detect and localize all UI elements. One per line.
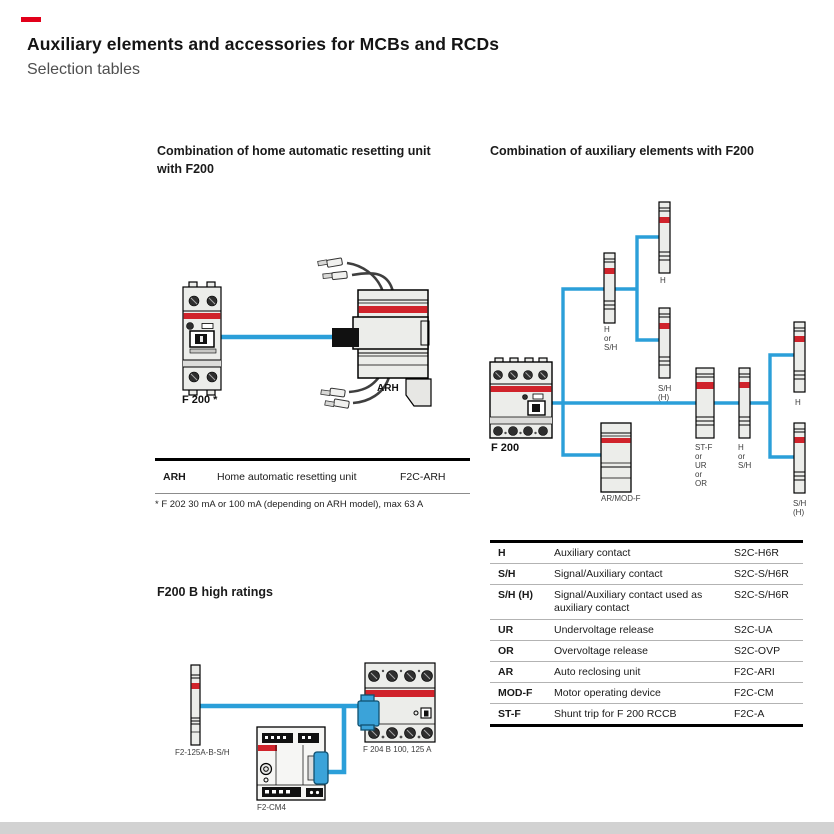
device-label: S/H (793, 499, 807, 508)
table-cell-description: Overvoltage release (554, 644, 648, 657)
table-cell-order-code: S2C-UA (734, 623, 773, 636)
arh-device-label: ARH (377, 383, 399, 394)
arh-plug-connector (332, 328, 359, 347)
table-row: ARH Home automatic resetting unit F2C-AR… (155, 461, 470, 495)
device-label: (H) (658, 393, 669, 402)
table-cell-order-code: F2C-A (734, 708, 765, 720)
f200-tree-label: F 200 (491, 442, 519, 454)
device-label: or (695, 452, 702, 461)
table-cell-code: ST-F (498, 708, 521, 720)
aux-device-h-right (793, 321, 806, 393)
aux-device-h-or-sh-upper (603, 252, 616, 324)
table-row: OR Overvoltage release S2C-OVP (490, 641, 803, 662)
f200-2pole-device (182, 281, 222, 396)
f2-125a-device-label: F2-125A-B-S/H (175, 748, 230, 757)
table-cell-code: ARH (163, 471, 186, 483)
aux-selection-table: H Auxiliary contact S2C-H6R S/H Signal/A… (490, 540, 803, 728)
device-label: H (795, 398, 801, 407)
aux-device-sh-h-right (793, 422, 806, 494)
table-cell-code: OR (498, 644, 514, 657)
device-label: or (604, 334, 611, 343)
section-heading-arh: Combination of home automatic resetting … (157, 144, 431, 177)
table-row: MOD-F Motor operating device F2C-CM (490, 683, 803, 704)
table-cell-description: Home automatic resetting unit (217, 471, 357, 483)
f2-cm4-device-label: F2-CM4 (257, 803, 286, 812)
page-title: Auxiliary elements and accessories for M… (27, 34, 500, 54)
device-label: or (695, 470, 702, 479)
table-row: AR Auto reclosing unit F2C-ARI (490, 662, 803, 683)
f204-device-label: F 204 B 100, 125 A (363, 745, 432, 754)
diagram-high-ratings: F2-125A-B-S/H F2-CM4 (175, 662, 436, 812)
table-cell-order-code: F2C-CM (734, 686, 774, 699)
aux-device-h-or-sh-lower (738, 367, 751, 439)
f2-125a-device (190, 664, 201, 746)
f204-blue-connector (357, 700, 380, 727)
device-label: UR (695, 461, 707, 470)
f204-device (357, 662, 436, 743)
page-subtitle: Selection tables (27, 61, 140, 78)
device-label: H (738, 443, 744, 452)
table-cell-description: Auto reclosing unit (554, 665, 641, 678)
table-row: H Auxiliary contact S2C-H6R (490, 543, 803, 565)
table-cell-order-code: S2C-OVP (734, 644, 781, 657)
table-cell-description: Motor operating device (554, 686, 661, 699)
table-cell-order-code: S2C-S/H6R (734, 568, 789, 581)
table-cell-code: MOD-F (498, 686, 533, 699)
table-cell-description: Signal/Auxiliary contact (554, 568, 663, 581)
footnote: * F 202 30 mA or 100 mA (depending on AR… (155, 499, 424, 510)
accent-dash (21, 17, 41, 22)
f2-cm4-device (256, 726, 329, 801)
table-cell-order-code: S2C-S/H6R (734, 589, 789, 602)
table-row: S/H (H) Signal/Auxiliary contact used as… (490, 585, 803, 620)
arh-device (332, 289, 432, 407)
table-cell-code: S/H (H) (498, 589, 533, 602)
table-row: UR Undervoltage release S2C-UA (490, 620, 803, 641)
table-cell-order-code: F2C-ARH (400, 471, 446, 483)
arh-selection-table: ARH Home automatic resetting unit F2C-AR… (155, 458, 470, 495)
table-cell-order-code: F2C-ARI (734, 665, 775, 678)
section-heading-high-ratings: F200 B high ratings (157, 585, 273, 599)
aux-device-stf-ur-or (695, 367, 715, 439)
armodf-device (600, 422, 632, 493)
table-cell-description: Undervoltage release (554, 623, 654, 636)
device-label: H (660, 276, 666, 285)
table-cell-code: S/H (498, 568, 516, 581)
section-heading-aux: Combination of auxiliary elements with F… (490, 144, 754, 158)
aux-device-h-top (658, 201, 671, 274)
table-row: ST-F Shunt trip for F 200 RCCB F2C-A (490, 704, 803, 728)
device-label: ST-F (695, 443, 712, 452)
table-cell-order-code: S2C-H6R (734, 547, 779, 559)
diagram-arh-combination: F 200 * (182, 257, 432, 409)
arh-wires (317, 257, 395, 409)
device-label: S/H (604, 343, 618, 352)
device-label: S/H (738, 461, 752, 470)
table-cell-code: UR (498, 623, 514, 636)
f200-4pole-device (489, 357, 553, 439)
armodf-device-label: AR/MOD-F (601, 494, 641, 503)
tree-connection-lines (552, 235, 795, 459)
table-row: S/H Signal/Auxiliary contact S2C-S/H6R (490, 564, 803, 586)
table-cell-code: H (498, 547, 506, 559)
table-cell-description: Auxiliary contact (554, 547, 631, 559)
diagram-aux-tree: F 200 AR/MOD-F H or S/H (489, 201, 807, 517)
device-label: or (738, 452, 745, 461)
f200-device-label: F 200 * (182, 394, 218, 406)
connection-line (199, 703, 366, 775)
device-label: S/H (658, 384, 672, 393)
table-cell-description: Signal/Auxiliary contact used as auxilia… (554, 589, 703, 615)
device-label: (H) (793, 508, 804, 517)
aux-device-sh-h-upper (658, 307, 671, 379)
device-label: H (604, 325, 610, 334)
table-cell-code: AR (498, 665, 514, 678)
table-cell-description: Shunt trip for F 200 RCCB (554, 708, 677, 720)
device-label: OR (695, 479, 707, 488)
f2-cm4-blue-connector (313, 751, 329, 785)
footer-bar (0, 822, 834, 834)
